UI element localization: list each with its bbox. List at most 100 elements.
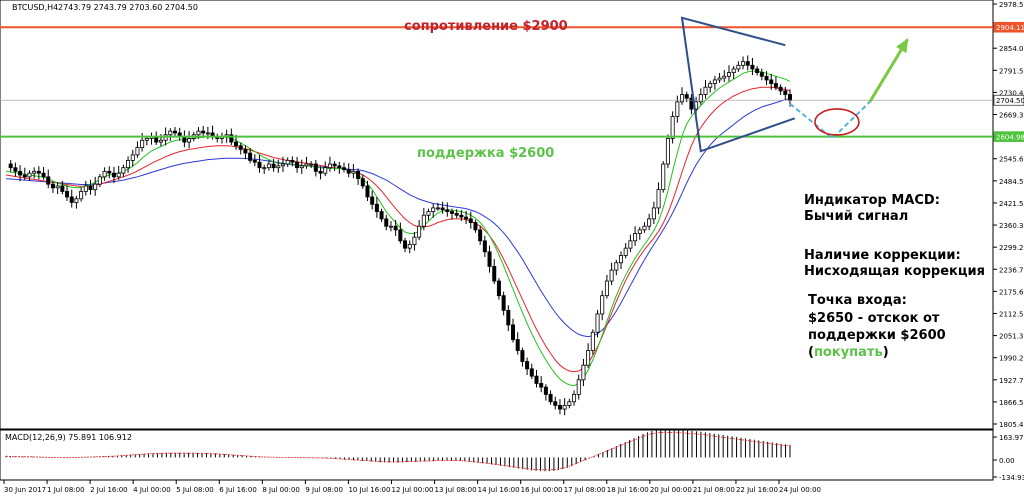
- candle-body: [257, 161, 262, 169]
- candle-body: [459, 214, 464, 218]
- x-tick-label: 10 Jul 16:00: [348, 486, 390, 494]
- y-tick-label: 2360.35: [999, 222, 1024, 230]
- candle-body: [525, 361, 530, 370]
- candle-body: [623, 247, 628, 256]
- candle-body: [778, 86, 783, 92]
- candle-body: [496, 280, 501, 297]
- ma-mid-line: [5, 86, 791, 373]
- candle-body: [107, 170, 112, 174]
- candle-body: [567, 401, 572, 406]
- x-tick-label: 2 Jul 16:00: [90, 486, 128, 494]
- x-tick-label: 18 Jul 16:00: [607, 486, 649, 494]
- chart-header-symbol: BTCUSD,H4: [12, 3, 58, 12]
- candle-body: [572, 394, 577, 403]
- candle-body: [604, 280, 609, 297]
- y-tick-label: 2236.75: [999, 266, 1024, 274]
- candle-body: [201, 130, 206, 134]
- candle-body: [482, 240, 487, 253]
- candle-body: [290, 159, 295, 163]
- candle-body: [60, 185, 65, 192]
- candle-body: [36, 170, 41, 174]
- y-tick-label: 2791.55: [999, 67, 1024, 75]
- candle-body: [698, 94, 703, 103]
- candle-body: [595, 313, 600, 333]
- price-tag-resistance: 2904.11: [996, 24, 1024, 32]
- entry-note-line1: $2650 - отскок от: [808, 311, 940, 326]
- moving-averages: [5, 70, 791, 387]
- candle-body: [726, 72, 731, 77]
- candle-body: [158, 139, 163, 143]
- x-tick-label: 1 Jul 08:00: [47, 486, 85, 494]
- candle-body: [562, 404, 567, 410]
- candle-body: [393, 225, 398, 231]
- candle-body: [65, 191, 70, 198]
- support-label: поддержка $2600: [417, 146, 554, 161]
- candle-body: [464, 216, 469, 220]
- entry-note-line2: поддержки $2600: [808, 328, 946, 343]
- x-tick-label: 24 Jul 00:00: [779, 486, 821, 494]
- candle-body: [708, 83, 713, 88]
- price-tag-support: 2604.98: [996, 134, 1024, 142]
- candle-body: [295, 161, 300, 169]
- candle-body: [788, 94, 793, 101]
- candle-body: [473, 222, 478, 231]
- candle-body: [403, 240, 408, 249]
- candle-body: [229, 134, 234, 143]
- candle-body: [79, 191, 84, 200]
- candle-body: [478, 229, 483, 242]
- macd-note-value: Бычий сигнал: [804, 209, 908, 224]
- candle-body: [365, 185, 370, 198]
- candle-body: [97, 176, 102, 185]
- correction-note-title: Наличие коррекции:: [804, 248, 961, 263]
- candle-body: [318, 170, 323, 174]
- candle-body: [196, 130, 201, 136]
- y-tick-label: 2730.45: [999, 89, 1024, 97]
- candle-body: [755, 68, 760, 74]
- candle-body: [651, 207, 656, 220]
- candle-body: [398, 229, 403, 242]
- candle-body: [351, 170, 356, 174]
- candle-body: [342, 167, 347, 170]
- candle-body: [266, 163, 271, 169]
- macd-note-title: Индикатор MACD:: [804, 193, 940, 208]
- candle-body: [642, 225, 647, 231]
- candle-body: [74, 198, 79, 203]
- resistance-label: сопротивление $2900: [404, 19, 568, 34]
- y-tick-label: 2545.60: [999, 156, 1024, 164]
- candle-body: [27, 172, 32, 178]
- candle-body: [121, 167, 126, 174]
- candle-body: [590, 331, 595, 351]
- macd-plot-frame: [0, 429, 994, 481]
- price-axis: 2978.552915.102854.002791.552730.452669.…: [993, 1, 1024, 429]
- x-tick-label: 30 Jun 2017: [4, 486, 46, 494]
- x-tick-label: 9 Jul 08:00: [305, 486, 343, 494]
- candle-body: [600, 295, 605, 315]
- price-tags: 2904.11 2704.50 2604.98: [993, 21, 1024, 142]
- candle-body: [468, 218, 473, 223]
- candle-body: [271, 163, 276, 169]
- candle-body: [745, 61, 750, 66]
- candle-body: [41, 172, 46, 178]
- candle-body: [384, 218, 389, 227]
- candle-body: [440, 207, 445, 211]
- y-tick-label: 2299.20: [999, 244, 1024, 252]
- x-tick-label: 21 Jul 08:00: [693, 486, 735, 494]
- candle-body: [501, 295, 506, 311]
- candle-body: [323, 167, 328, 174]
- candle-body: [13, 167, 18, 172]
- triangle-pattern: [680, 16, 796, 153]
- macd-header: MACD(12,26,9) 75.891 106.912: [5, 433, 132, 442]
- projection-path: [789, 101, 871, 140]
- candle-body: [238, 145, 243, 150]
- candle-body: [759, 72, 764, 77]
- candle-body: [764, 75, 769, 81]
- candle-body: [492, 266, 497, 282]
- y-tick-label: 2978.55: [999, 1, 1024, 9]
- candle-body: [248, 152, 253, 161]
- candle-body: [435, 207, 440, 210]
- candle-body: [304, 163, 309, 167]
- candle-body: [407, 244, 412, 249]
- macd-tick-label: -134.938: [999, 474, 1024, 482]
- candle-body: [276, 165, 281, 169]
- candle-body: [285, 159, 290, 165]
